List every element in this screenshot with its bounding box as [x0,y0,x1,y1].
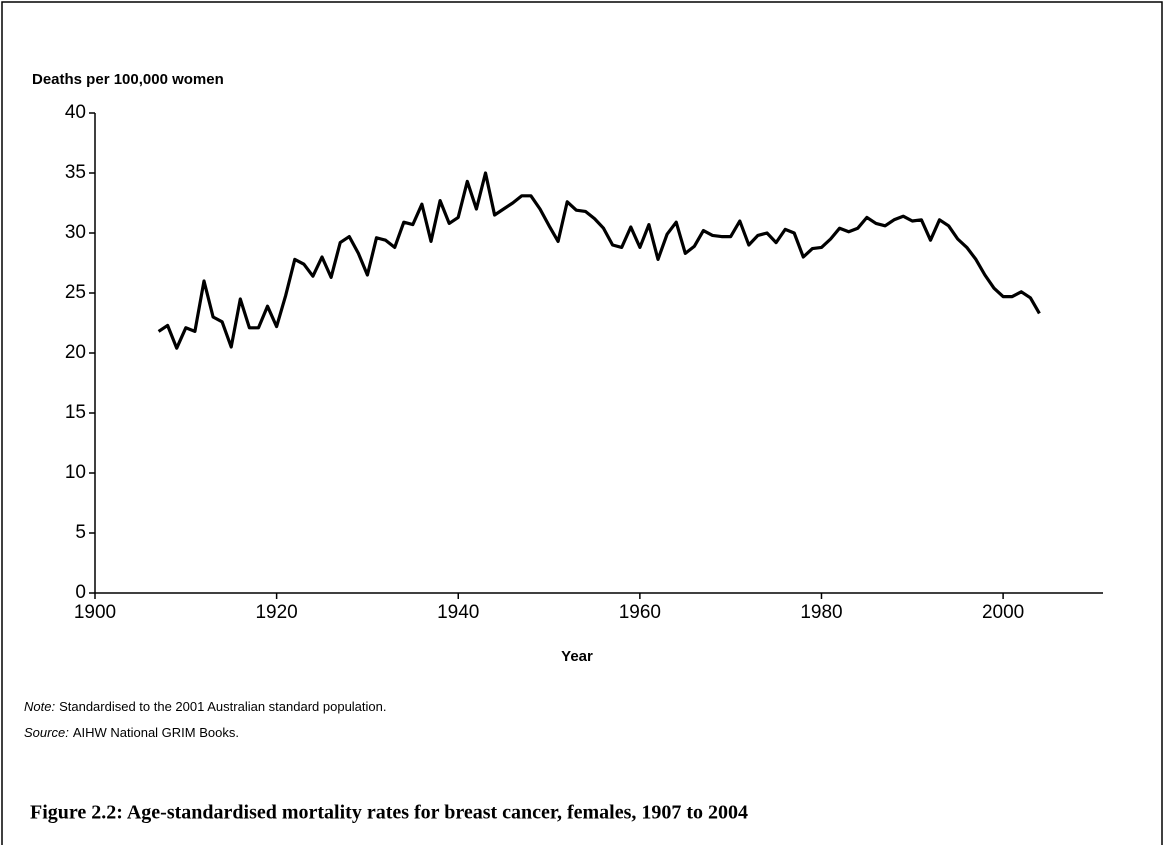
y-tick-label: 15 [65,402,86,423]
y-tick-label: 35 [65,162,86,183]
figure-caption: Figure 2.2: Age-standardised mortality r… [30,802,748,824]
y-tick-label: 40 [65,102,86,123]
note-label: Note: [24,699,55,714]
y-tick-label: 0 [75,582,86,603]
y-tick-label: 5 [75,522,86,543]
x-tick-label: 1980 [800,602,842,623]
note-text: AIHW National GRIM Books. [73,725,239,740]
x-axis-label: Year [561,648,593,665]
y-tick-label: 25 [65,282,86,303]
note: Note: Standardised to the 2001 Australian… [24,699,386,714]
x-tick-label: 2000 [982,602,1024,623]
y-tick-label: 20 [65,342,86,363]
x-tick-label: 1940 [437,602,479,623]
note-text: Standardised to the 2001 Australian stan… [59,699,386,714]
x-tick-label: 1960 [619,602,661,623]
data-line [157,171,1041,350]
y-tick-label: 30 [65,222,86,243]
note-label: Source: [24,725,69,740]
y-tick-label: 10 [65,462,86,483]
y-axis-label: Deaths per 100,000 women [32,71,224,88]
x-tick-label: 1920 [255,602,297,623]
note: Source: AIHW National GRIM Books. [24,725,239,740]
x-tick-label: 1900 [74,602,116,623]
